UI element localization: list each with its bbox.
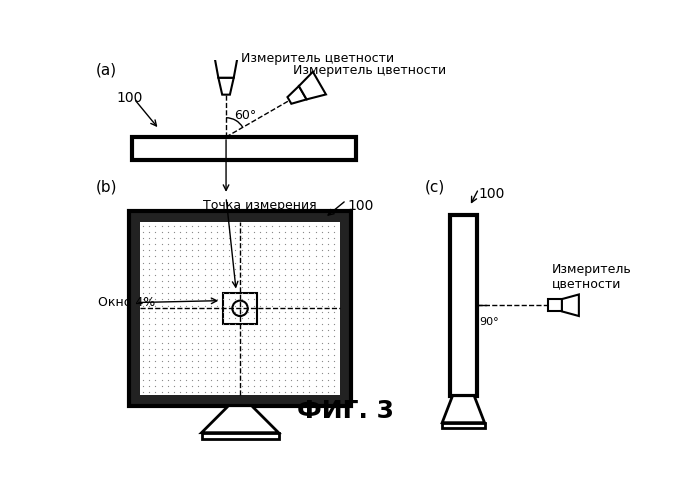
Text: Измеритель цветности: Измеритель цветности [293,64,446,78]
Circle shape [232,300,248,316]
Text: ФИГ. 3: ФИГ. 3 [297,400,394,423]
Polygon shape [202,406,279,432]
Polygon shape [218,78,234,94]
Bar [223,293,257,324]
Text: Измеритель цветности: Измеритель цветности [242,52,395,66]
Bar [202,432,279,439]
Bar [140,222,340,395]
Text: 60°: 60° [234,109,256,122]
Polygon shape [562,294,579,316]
Text: 100: 100 [117,91,143,105]
Polygon shape [299,72,326,100]
Text: Окно 4%: Окно 4% [98,296,155,309]
Text: (a): (a) [95,62,116,78]
Bar [129,211,351,406]
Text: 90°: 90° [479,317,499,327]
Text: 100: 100 [348,198,374,212]
Polygon shape [442,396,485,422]
Text: (b): (b) [95,180,117,194]
Bar [442,422,485,428]
Polygon shape [213,48,239,78]
Text: Точка измерения: Точка измерения [203,198,317,211]
Polygon shape [548,299,562,312]
Text: 100: 100 [479,187,505,201]
Bar [450,215,477,396]
Text: (c): (c) [425,180,445,194]
Bar [454,220,472,391]
Polygon shape [288,86,306,104]
Bar [132,137,356,160]
Text: Измеритель
цветности: Измеритель цветности [552,262,632,290]
